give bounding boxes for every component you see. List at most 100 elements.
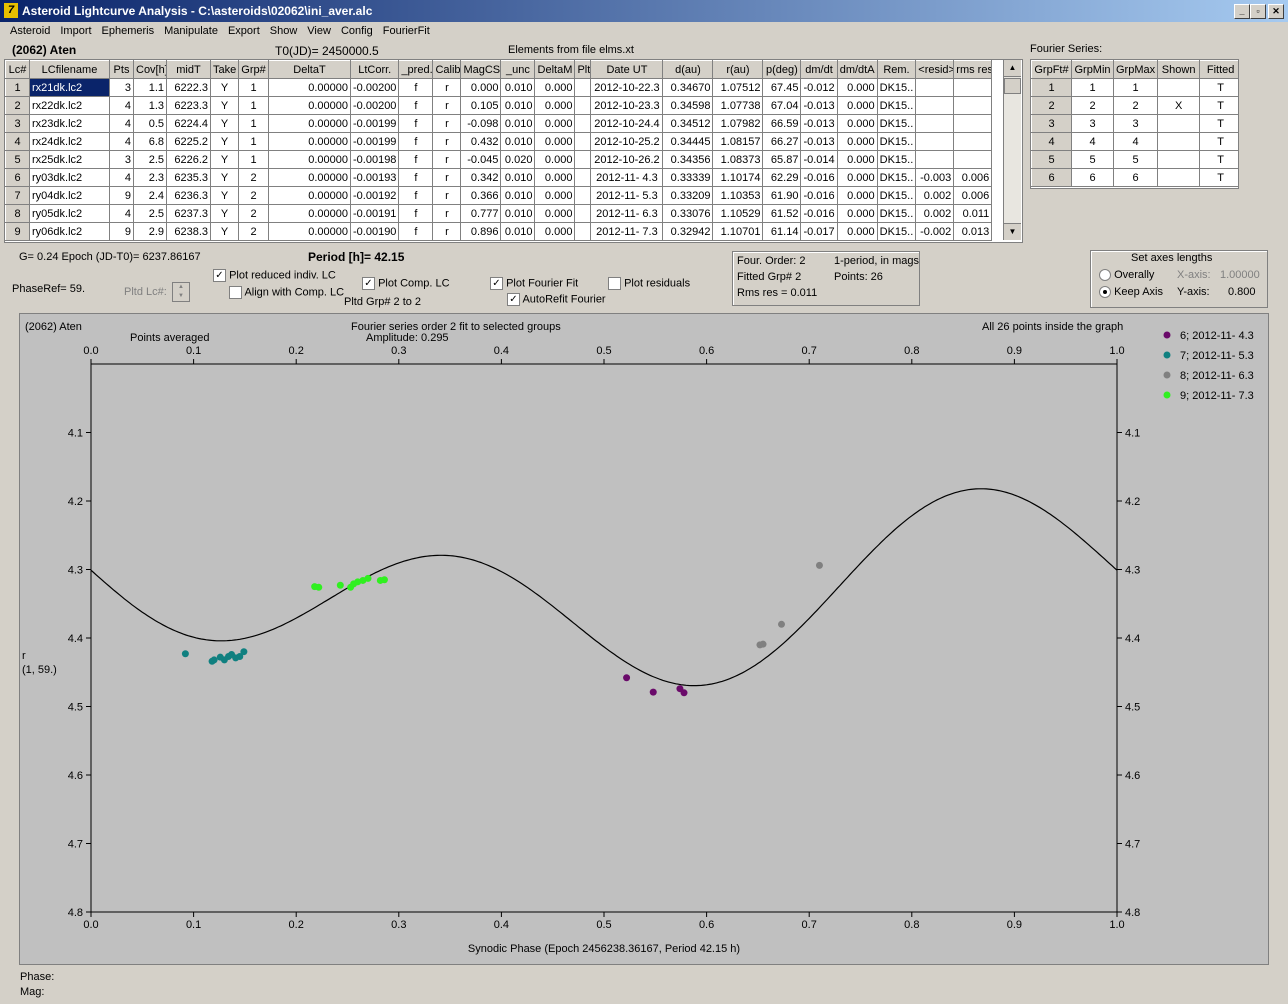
- fourier-cell[interactable]: 4: [1071, 132, 1114, 151]
- table-cell[interactable]: 1: [238, 96, 269, 115]
- autorefit-checkbox[interactable]: ✓ AutoRefit Fourier: [507, 293, 606, 306]
- table-cell[interactable]: 0.32942: [662, 222, 714, 241]
- fourier-column-header[interactable]: GrpMax: [1112, 60, 1159, 79]
- table-cell[interactable]: 0.33076: [662, 204, 714, 223]
- table-cell[interactable]: Y: [210, 114, 239, 133]
- table-cell[interactable]: 0.002: [915, 186, 955, 205]
- table-cell[interactable]: ry04dk.lc2: [29, 186, 110, 205]
- table-cell[interactable]: DK15..: [876, 114, 917, 133]
- column-header[interactable]: LCfilename: [29, 60, 110, 79]
- table-cell[interactable]: -0.00198: [349, 150, 400, 169]
- table-row[interactable]: 8 ry05dk.lc2 4 2.5 6237.3 Y 2 0.00000 -0.00191 f r…: [5, 204, 993, 223]
- fourier-row-header[interactable]: 4: [1031, 132, 1072, 151]
- table-cell[interactable]: Y: [210, 204, 239, 223]
- table-cell[interactable]: [574, 96, 592, 115]
- plot-residuals-checkbox[interactable]: Plot residuals: [608, 277, 690, 290]
- table-cell[interactable]: DK15..: [876, 78, 917, 97]
- fourier-cell[interactable]: [1157, 78, 1201, 97]
- table-cell[interactable]: 6222.3: [166, 78, 211, 97]
- table-cell[interactable]: 0.00000: [268, 222, 351, 241]
- phaseref-label[interactable]: PhaseRef= 59.: [12, 283, 86, 295]
- table-cell[interactable]: [915, 78, 955, 97]
- table-cell[interactable]: 4: [109, 96, 134, 115]
- table-cell[interactable]: 0.000: [836, 168, 878, 187]
- table-cell[interactable]: DK15..: [876, 132, 917, 151]
- table-cell[interactable]: 0.020: [500, 150, 536, 169]
- table-cell[interactable]: r: [432, 204, 462, 223]
- table-cell[interactable]: [953, 96, 993, 115]
- table-cell[interactable]: rx25dk.lc2: [29, 150, 110, 169]
- table-cell[interactable]: 0.00000: [268, 204, 351, 223]
- fourier-row-header[interactable]: 3: [1031, 114, 1072, 133]
- table-cell[interactable]: [915, 150, 955, 169]
- pltd-lc-spinner[interactable]: ▲ ▼: [172, 282, 190, 302]
- table-cell[interactable]: 6224.4: [166, 114, 211, 133]
- table-cell[interactable]: 0.010: [500, 186, 536, 205]
- table-cell[interactable]: 0.000: [534, 222, 576, 241]
- table-cell[interactable]: -0.00199: [349, 114, 400, 133]
- fourier-cell[interactable]: 6: [1112, 168, 1159, 187]
- column-header[interactable]: _unc: [500, 60, 536, 79]
- row-header[interactable]: 2: [5, 96, 30, 115]
- table-cell[interactable]: 1: [238, 78, 269, 97]
- table-cell[interactable]: [915, 96, 955, 115]
- table-cell[interactable]: 0.010: [500, 96, 536, 115]
- column-header[interactable]: Plt: [574, 60, 592, 79]
- table-cell[interactable]: 0.00000: [268, 132, 351, 151]
- table-cell[interactable]: f: [398, 204, 434, 223]
- table-cell[interactable]: [574, 186, 592, 205]
- column-header[interactable]: Calib.: [432, 60, 462, 79]
- table-cell[interactable]: [953, 150, 993, 169]
- table-cell[interactable]: 0.006: [953, 168, 993, 187]
- plot-fourier-checkbox[interactable]: ✓ Plot Fourier Fit: [490, 277, 578, 290]
- table-cell[interactable]: 0.000: [836, 114, 878, 133]
- table-cell[interactable]: 2012-10-26.2: [590, 150, 664, 169]
- restore-button[interactable]: ▫: [1250, 4, 1266, 19]
- column-header[interactable]: LtCorr.: [349, 60, 400, 79]
- table-cell[interactable]: 4: [109, 132, 134, 151]
- table-cell[interactable]: 2: [238, 204, 269, 223]
- table-cell[interactable]: 0.000: [534, 96, 576, 115]
- table-cell[interactable]: [574, 114, 592, 133]
- table-cell[interactable]: 1.10529: [712, 204, 764, 223]
- table-cell[interactable]: -0.013: [800, 132, 838, 151]
- table-cell[interactable]: -0.016: [800, 168, 838, 187]
- table-cell[interactable]: 0.010: [500, 78, 536, 97]
- table-cell[interactable]: 2.5: [133, 150, 167, 169]
- menu-item-fourierfit[interactable]: FourierFit: [382, 25, 430, 37]
- table-cell[interactable]: r: [432, 78, 462, 97]
- plot-reduced-checkbox[interactable]: ✓ Plot reduced indiv. LC: [213, 269, 336, 282]
- table-cell[interactable]: 0.34512: [662, 114, 714, 133]
- table-cell[interactable]: 61.90: [762, 186, 802, 205]
- table-row[interactable]: 3 rx23dk.lc2 4 0.5 6224.4 Y 1 0.00000 -0.00199 f r…: [5, 114, 993, 133]
- table-cell[interactable]: 0.000: [534, 132, 576, 151]
- table-cell[interactable]: 2: [238, 186, 269, 205]
- fourier-cell[interactable]: 1: [1071, 78, 1114, 97]
- scroll-thumb[interactable]: [1004, 78, 1021, 94]
- table-cell[interactable]: [953, 132, 993, 151]
- menu-item-view[interactable]: View: [307, 25, 331, 37]
- table-cell[interactable]: -0.098: [460, 114, 502, 133]
- fourier-cell[interactable]: [1157, 150, 1201, 169]
- table-cell[interactable]: 1.10174: [712, 168, 764, 187]
- table-cell[interactable]: f: [398, 78, 434, 97]
- table-cell[interactable]: [915, 114, 955, 133]
- y-axis-value[interactable]: 0.800: [1228, 286, 1256, 298]
- table-cell[interactable]: r: [432, 186, 462, 205]
- table-cell[interactable]: 1: [238, 132, 269, 151]
- table-cell[interactable]: 2012-11- 7.3: [590, 222, 664, 241]
- column-header[interactable]: dm/dt: [800, 60, 838, 79]
- table-cell[interactable]: [953, 114, 993, 133]
- fourier-column-header[interactable]: GrpMin: [1071, 60, 1114, 79]
- table-cell[interactable]: -0.00200: [349, 78, 400, 97]
- table-cell[interactable]: 6.8: [133, 132, 167, 151]
- table-cell[interactable]: 3: [109, 78, 134, 97]
- table-row[interactable]: 6 ry03dk.lc2 4 2.3 6235.3 Y 2 0.00000 -0.00193 f r…: [5, 168, 993, 187]
- column-header[interactable]: d(au): [662, 60, 714, 79]
- table-cell[interactable]: 6236.3: [166, 186, 211, 205]
- fourier-cell[interactable]: X: [1157, 96, 1201, 115]
